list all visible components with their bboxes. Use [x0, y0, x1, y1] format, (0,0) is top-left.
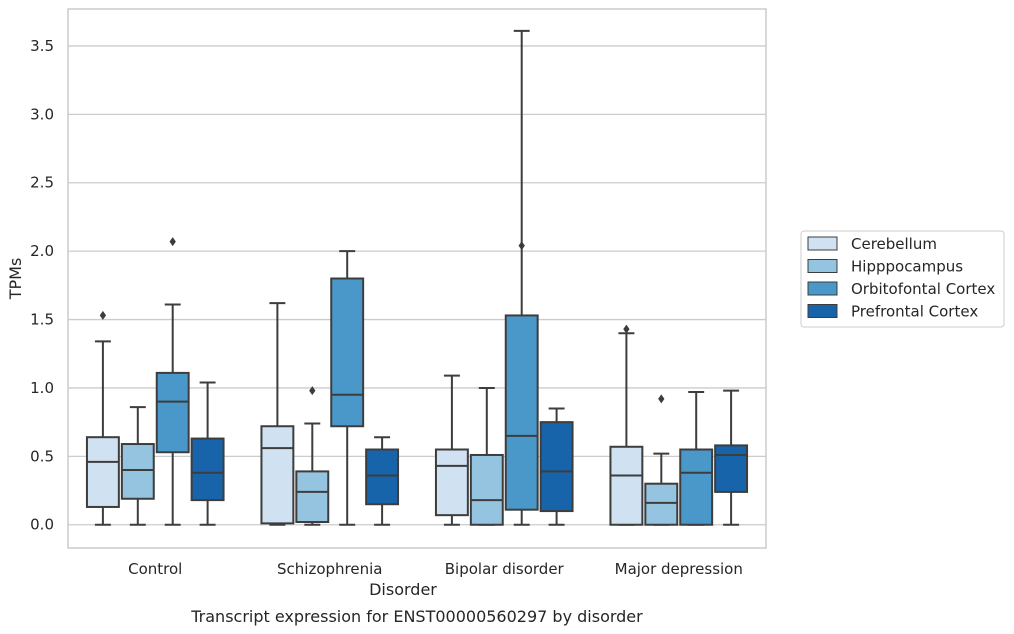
legend-label: Prefrontal Cortex [851, 303, 978, 321]
legend-swatch [807, 236, 838, 251]
y-tick-labels: 0.0 0.5 1.0 1.5 2.0 2.5 3.0 3.5 [30, 37, 54, 534]
x-tick-label: Control [128, 560, 182, 578]
y-tick-label: 2.5 [30, 174, 54, 192]
box-hipppocampus [295, 386, 330, 526]
box-plots [85, 29, 749, 526]
iqr-box [120, 443, 155, 500]
iqr-box [504, 314, 539, 511]
box-hipppocampus [644, 394, 679, 526]
iqr-box [679, 448, 714, 526]
y-tick-label: 0.5 [30, 447, 54, 465]
box-prefrontal-cortex [714, 389, 749, 526]
legend-swatch [807, 259, 838, 273]
box-cerebellum [85, 310, 120, 526]
iqr-box [469, 453, 504, 526]
x-tick-label: Bipolar disorder [445, 560, 565, 578]
iqr-box [609, 445, 644, 526]
plot-frame [67, 8, 767, 549]
box-cerebellum [434, 374, 469, 526]
y-tick-label: 1.5 [30, 311, 54, 329]
box-orbitofontal-cortex [679, 391, 714, 526]
iqr-box [295, 470, 330, 524]
outlier-point [99, 310, 107, 320]
box-hipppocampus [469, 386, 504, 526]
iqr-box [714, 444, 749, 493]
box-prefrontal-cortex [190, 381, 225, 526]
legend: Cerebellum Hipppocampus Orbitofontal Corte… [800, 230, 1005, 328]
iqr-box [434, 448, 469, 517]
iqr-box [85, 436, 120, 508]
y-tick-label: 3.0 [30, 105, 54, 123]
x-tick-label: Schizophrenia [277, 560, 382, 578]
y-tick-label: 1.0 [30, 379, 54, 397]
box-orbitofontal-cortex [504, 29, 539, 526]
legend-item: Orbitofontal Cortex [807, 280, 995, 298]
box-cerebellum [260, 302, 295, 526]
x-tick-label: Major depression [615, 560, 743, 578]
iqr-box [365, 448, 400, 506]
outlier-point [518, 241, 525, 251]
box-hipppocampus [120, 406, 155, 526]
legend-frame [800, 230, 1005, 328]
legend-swatch [807, 281, 838, 296]
iqr-box [260, 425, 295, 525]
outlier-point [658, 394, 665, 404]
y-tick-label: 2.0 [30, 242, 54, 260]
x-tick-labels: Control Schizophrenia Bipolar disorder Majo… [128, 560, 743, 578]
iqr-box [190, 437, 225, 502]
legend-label: Orbitofontal Cortex [851, 280, 995, 298]
outlier-point [623, 324, 630, 334]
box-orbitofontal-cortex [155, 237, 190, 526]
iqr-box [330, 277, 365, 428]
legend-item: Hipppocampus [807, 258, 963, 276]
y-axis-title: TPMs [6, 258, 25, 301]
legend-label: Cerebellum [851, 235, 937, 253]
legend-label: Hipppocampus [851, 258, 963, 276]
outlier-point [169, 237, 176, 247]
iqr-box [644, 482, 679, 526]
y-tick-label: 3.5 [30, 37, 54, 55]
box-prefrontal-cortex [365, 436, 400, 526]
outlier-point [309, 386, 316, 396]
box-cerebellum [609, 324, 644, 526]
x-axis-title: Disorder [369, 580, 437, 599]
y-tick-label: 0.0 [30, 516, 54, 534]
legend-swatch [807, 304, 838, 318]
legend-item: Cerebellum [807, 235, 937, 253]
box-prefrontal-cortex [539, 407, 574, 526]
iqr-box [155, 371, 190, 454]
legend-item: Prefrontal Cortex [807, 303, 978, 321]
iqr-box [539, 421, 574, 513]
chart-caption: Transcript expression for ENST0000056029… [190, 607, 643, 626]
box-orbitofontal-cortex [330, 250, 365, 526]
